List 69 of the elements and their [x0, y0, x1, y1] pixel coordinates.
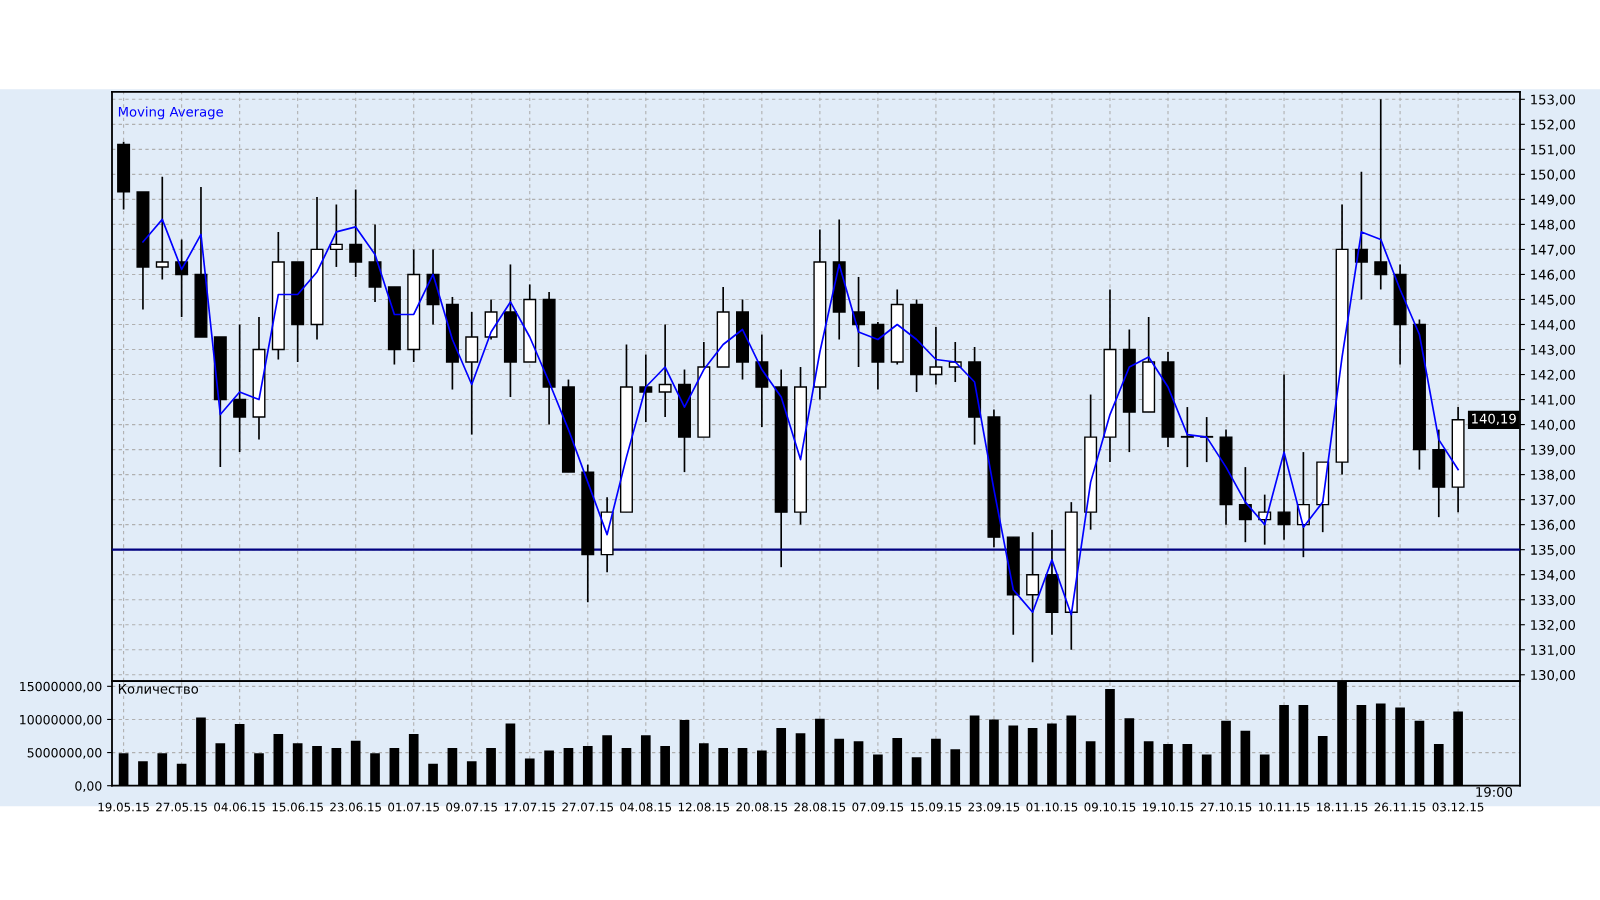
y-tick-label: 0,00 — [75, 781, 102, 792]
x-tick-label: 17.07.15 — [504, 802, 556, 812]
x-tick-label: 19.10.15 — [1143, 802, 1194, 812]
y-tick-label: 133,00 — [1531, 594, 1576, 607]
y-tick-label: 144,00 — [1531, 319, 1576, 332]
y-tick-label: 139,00 — [1531, 444, 1576, 457]
x-tick-label: 03.12.15 — [1432, 802, 1484, 812]
x-tick-label: 23.06.15 — [330, 802, 381, 812]
x-tick-label: 01.07.15 — [388, 802, 439, 812]
y-tick-label: 147,00 — [1531, 244, 1576, 256]
candlestick — [1374, 98, 1388, 291]
x-tick-label: 27.10.15 — [1200, 802, 1252, 812]
line-series — [142, 218, 1459, 616]
y-tick-label: 130,00 — [1531, 669, 1576, 682]
chart-title: Количество — [118, 684, 199, 694]
x-tick-label: 27.05.15 — [156, 802, 207, 812]
candlestick — [349, 188, 363, 278]
y-tick-label: 153,00 — [1531, 94, 1576, 106]
x-tick-label: 10.11.15 — [1259, 802, 1310, 812]
y-tick-label: 137,00 — [1531, 494, 1576, 507]
x-tick-label: 01.10.15 — [1026, 802, 1078, 812]
text: Moving Average — [118, 106, 223, 120]
x-tick-label: 15.06.15 — [272, 802, 323, 812]
x-tick-label: 12.08.15 — [678, 802, 730, 812]
x-tick-label: 26.11.15 — [1374, 802, 1426, 812]
x-tick-label: 04.08.15 — [620, 802, 672, 812]
candlestick — [1238, 466, 1252, 544]
y-tick-label: 131,00 — [1531, 644, 1576, 657]
candlestick — [1026, 531, 1040, 664]
y-tick-label: 142,00 — [1531, 369, 1576, 382]
y-tick-label: 138,00 — [1531, 469, 1576, 482]
candlestick — [155, 176, 169, 281]
candlestick — [658, 323, 672, 418]
x-tick-label: 09.10.15 — [1084, 802, 1136, 812]
y-tick-label: 145,00 — [1531, 294, 1576, 307]
y-tick-label: 135,00 — [1531, 544, 1576, 557]
y-tick-label: 151,00 — [1531, 144, 1576, 156]
x-tick-label: 15.09.15 — [910, 802, 962, 812]
candlestick — [929, 326, 943, 386]
text: 19:00 — [1476, 786, 1513, 797]
x-tick-label: 19.05.15 — [98, 802, 149, 812]
y-tick-label: 10000000,00 — [20, 714, 102, 726]
x-tick-label: 28.08.15 — [794, 802, 846, 812]
y-tick-label: 146,00 — [1531, 269, 1576, 281]
x-tick-label: 27.07.15 — [562, 802, 614, 812]
candlestick — [1180, 406, 1194, 468]
y-tick-label: 140,00 — [1531, 419, 1576, 432]
annotation: 140,19 — [1472, 413, 1516, 425]
x-tick-label: 04.06.15 — [214, 802, 265, 812]
x-tick-label: 23.09.15 — [968, 802, 1020, 812]
y-tick-label: 134,00 — [1531, 569, 1576, 582]
x-tick-label: 18.11.15 — [1317, 802, 1368, 812]
y-tick-label: 15000000,00 — [20, 681, 102, 693]
y-tick-label: 152,00 — [1531, 119, 1576, 131]
y-tick-label: 141,00 — [1531, 394, 1576, 407]
candlestick — [329, 203, 343, 268]
x-tick-label: 09.07.15 — [446, 802, 497, 812]
y-tick-label: 148,00 — [1531, 219, 1576, 231]
y-tick-label: 136,00 — [1531, 519, 1576, 532]
y-tick-label: 143,00 — [1531, 344, 1576, 357]
y-tick-label: 132,00 — [1531, 619, 1576, 632]
y-tick-label: 5000000,00 — [27, 748, 102, 759]
x-tick-label: 07.09.15 — [852, 802, 904, 812]
candlestick — [639, 353, 653, 423]
y-tick-label: 149,00 — [1531, 194, 1576, 206]
y-tick-label: 150,00 — [1531, 169, 1576, 181]
candlestick — [1277, 373, 1291, 541]
candlestick — [233, 323, 247, 453]
x-tick-label: 20.08.15 — [736, 802, 788, 812]
